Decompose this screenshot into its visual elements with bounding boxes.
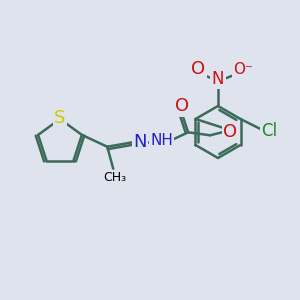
Text: N: N <box>212 70 224 88</box>
Text: N: N <box>133 133 147 151</box>
Text: O: O <box>223 123 237 141</box>
Text: O: O <box>175 97 189 115</box>
Text: NH: NH <box>150 134 173 148</box>
Text: CH₃: CH₃ <box>104 171 127 184</box>
Text: S: S <box>54 109 66 127</box>
Text: O⁻: O⁻ <box>233 61 253 76</box>
Text: Cl: Cl <box>262 122 278 140</box>
Text: O: O <box>191 60 205 78</box>
